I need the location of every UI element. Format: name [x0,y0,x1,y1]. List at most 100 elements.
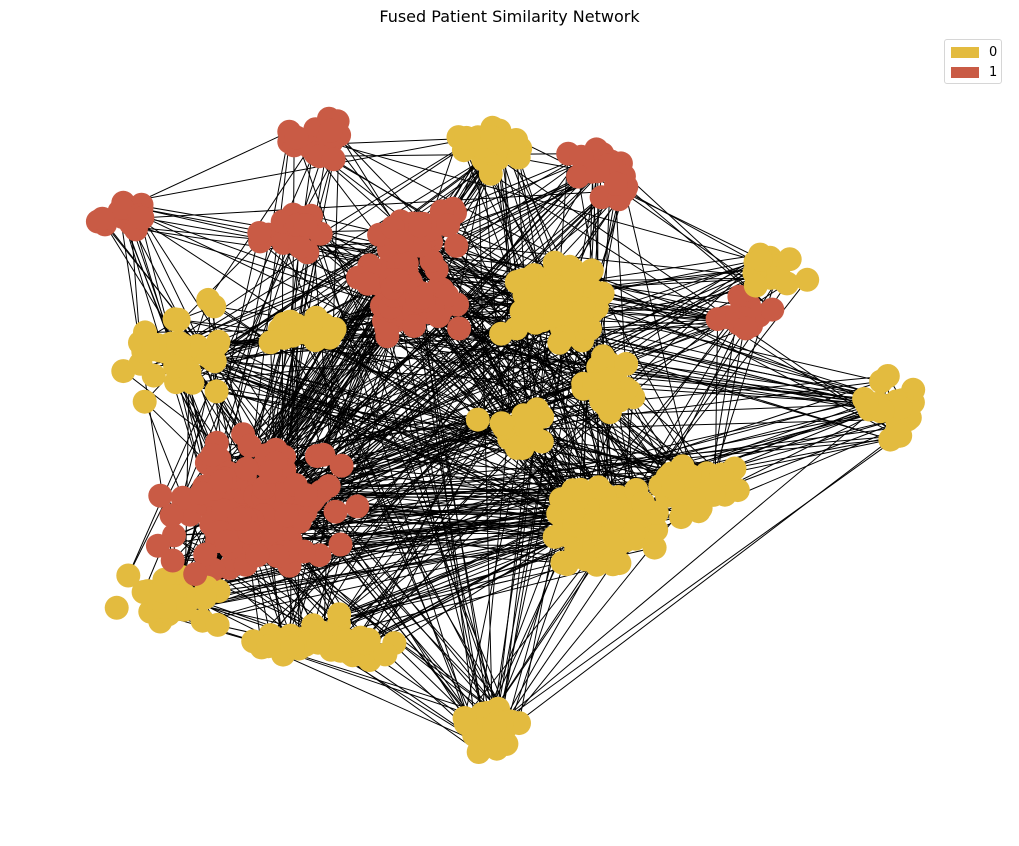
node-class-0 [555,552,579,576]
node-class-0 [173,598,197,622]
node-class-0 [480,126,504,150]
node-class-0 [111,359,135,383]
node-class-1 [294,213,318,237]
node-class-1 [228,507,252,531]
node-class-0 [466,408,490,432]
node-class-0 [483,715,507,739]
node-class-0 [749,248,773,272]
node-class-0 [795,268,819,292]
node-class-1 [201,443,225,467]
node-class-0 [206,330,230,354]
node-class-0 [591,344,615,368]
node-class-1 [183,562,207,586]
node-class-0 [490,411,514,435]
node-class-0 [306,631,330,655]
node-class-0 [116,564,140,588]
node-class-0 [206,613,230,637]
node-class-0 [578,317,602,341]
node-class-0 [281,324,305,348]
chart-title: Fused Patient Similarity Network [0,7,1019,26]
node-class-0 [202,294,226,318]
node-class-0 [545,296,569,320]
node-class-0 [608,389,632,413]
node-class-1 [311,443,335,467]
node-class-0 [105,596,129,620]
node-class-0 [661,475,685,499]
node-class-0 [280,635,304,659]
node-class-1 [389,229,413,253]
legend-label-1: 1 [989,65,997,80]
node-class-1 [324,500,348,524]
node-class-1 [322,147,346,171]
node-class-0 [256,634,280,658]
node-class-0 [530,430,554,454]
node-class-0 [505,270,529,294]
node-class-1 [436,213,460,237]
node-class-1 [329,533,353,557]
node-class-0 [133,390,157,414]
node-class-1 [444,234,468,258]
node-class-0 [163,354,187,378]
node-class-1 [408,214,432,238]
node-class-0 [303,328,327,352]
node-class-0 [336,629,360,653]
node-class-1 [215,530,239,554]
node-class-1 [288,235,312,259]
node-class-0 [561,258,585,282]
node-class-0 [304,306,328,330]
legend-label-0: 0 [989,45,997,60]
node-class-0 [631,491,655,515]
node-class-0 [504,128,528,152]
node-class-0 [167,308,191,332]
node-class-1 [345,494,369,518]
node-class-1 [160,503,184,527]
node-class-0 [485,737,509,761]
node-class-0 [599,496,623,520]
node-class-1 [586,159,610,183]
node-class-1 [190,481,214,505]
node-class-1 [760,298,784,322]
node-class-1 [402,314,426,338]
node-class-0 [259,330,283,354]
node-class-0 [327,602,351,626]
node-class-1 [245,543,269,567]
node-class-0 [744,274,768,298]
node-class-1 [247,221,271,245]
node-class-0 [454,712,478,736]
edge [625,191,756,263]
node-class-0 [193,586,217,610]
node-class-0 [142,364,166,388]
node-class-1 [319,119,343,143]
legend-item-1: 1 [951,63,997,81]
legend: 0 1 [944,39,1002,84]
node-class-1 [235,457,259,481]
legend-swatch-1 [951,67,979,78]
node-class-0 [205,379,229,403]
node-class-0 [710,462,734,486]
node-class-0 [888,424,912,448]
node-class-0 [591,281,615,305]
node-class-0 [549,487,573,511]
node-class-1 [275,503,299,527]
node-class-0 [607,551,631,575]
node-class-0 [150,579,174,603]
node-class-0 [682,487,706,511]
node-class-1 [90,207,114,231]
node-class-0 [547,331,571,355]
node-class-1 [161,549,185,573]
node-class-0 [167,334,191,358]
node-class-0 [622,522,646,546]
node-class-1 [447,317,471,341]
node-class-1 [294,483,318,507]
node-class-0 [778,247,802,271]
node-class-1 [259,460,283,484]
node-class-1 [734,316,758,340]
node-class-1 [284,125,308,149]
node-class-0 [855,392,879,416]
legend-item-0: 0 [951,43,997,61]
node-class-1 [356,272,380,296]
node-class-1 [410,286,434,310]
node-class-0 [489,322,513,346]
